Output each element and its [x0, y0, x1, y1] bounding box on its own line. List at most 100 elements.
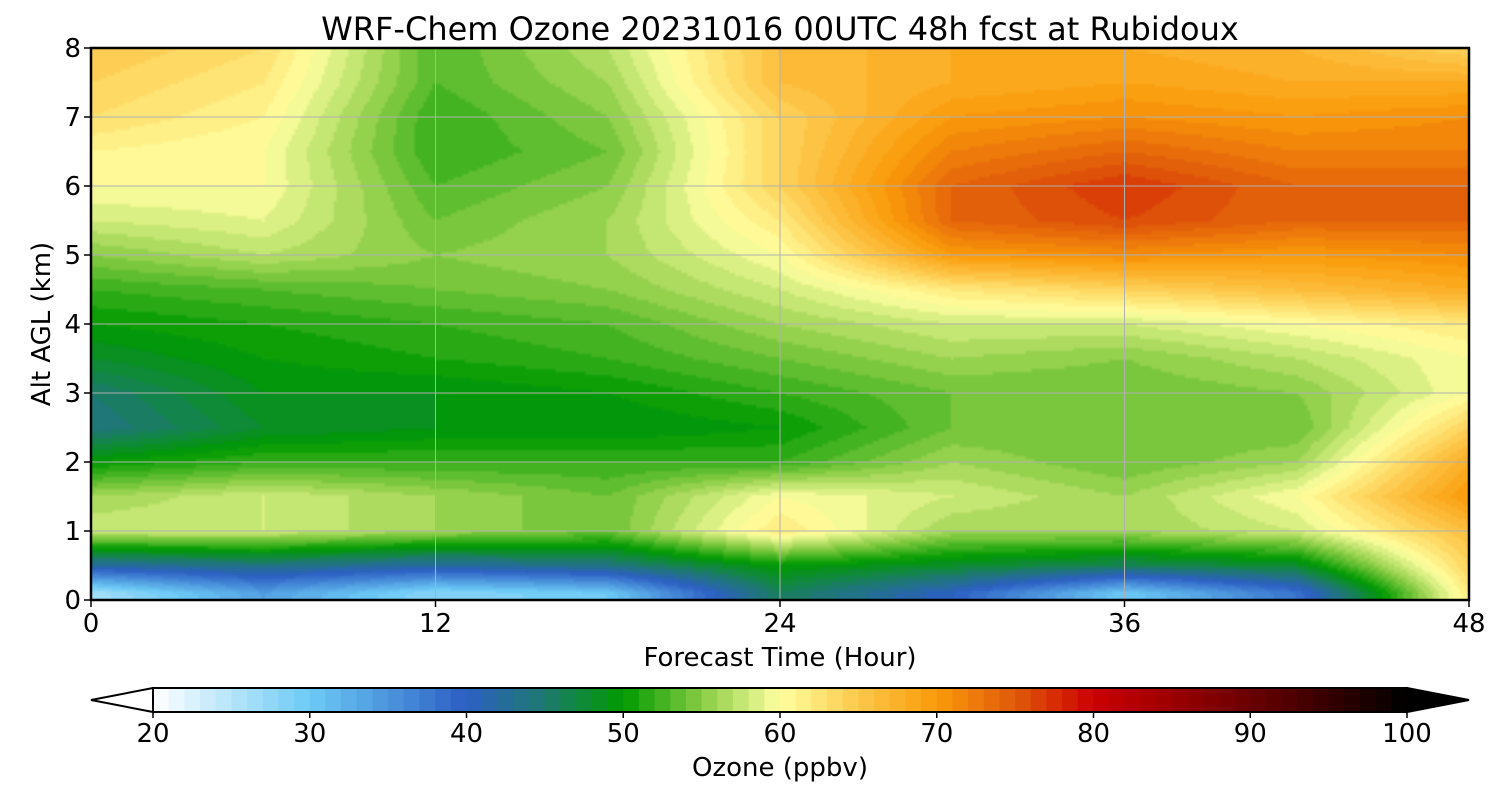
colorbar-cell [278, 688, 295, 712]
colorbar-cell [1015, 688, 1032, 712]
colorbar-cell [1359, 688, 1377, 712]
colorbar-cell [247, 688, 264, 712]
y-tick-label: 1 [64, 517, 81, 547]
colorbar-cell [607, 688, 624, 712]
colorbar-cell [262, 688, 279, 712]
colorbar-cell [889, 688, 906, 712]
colorbar-cell [497, 688, 515, 712]
y-axis: 0 1 2 3 4 5 6 7 8 [64, 34, 91, 616]
x-tick-label: 0 [83, 609, 100, 639]
colorbar-cell [968, 688, 985, 712]
colorbar-cell [341, 688, 358, 712]
colorbar-cell [1391, 688, 1408, 712]
colorbar-cell [1093, 688, 1110, 712]
x-axis: 0 12 24 36 48 [83, 600, 1486, 639]
colorbar-cell [670, 688, 687, 712]
colorbar-cell [591, 688, 609, 712]
colorbar-cell [1062, 688, 1079, 712]
colorbar-cell [1124, 688, 1142, 712]
colorbar-cell [513, 688, 530, 712]
colorbar-cell [435, 688, 452, 712]
colorbar-cell [560, 688, 577, 712]
colorbar-cell [874, 688, 891, 712]
y-tick-label: 0 [64, 586, 81, 616]
colorbar-cell [403, 688, 421, 712]
colorbar-cell [811, 688, 828, 712]
colorbar-cell [1156, 688, 1173, 712]
colorbar-cell [1171, 688, 1189, 712]
colorbar-tick-label: 90 [1234, 719, 1267, 749]
colorbar-cell [701, 688, 718, 712]
x-tick-label: 48 [1452, 609, 1485, 639]
colorbar-cell [1297, 688, 1314, 712]
colorbar-cell [717, 688, 734, 712]
colorbar-cell [356, 688, 374, 712]
colorbar-cell [466, 688, 483, 712]
colorbar-cell [842, 688, 859, 712]
colorbar-cell [1140, 688, 1157, 712]
colorbar-cell [1312, 688, 1330, 712]
grid-lines [91, 48, 1469, 600]
colorbar-cell [1344, 688, 1361, 712]
colorbar-cell [372, 688, 389, 712]
colorbar-cell [858, 688, 875, 712]
colorbar-cell [294, 688, 311, 712]
colorbar-cell [1203, 688, 1220, 712]
colorbar-cell [200, 688, 217, 712]
colorbar-cell [623, 688, 640, 712]
colorbar-cell [1328, 688, 1345, 712]
colorbar-cell [576, 688, 593, 712]
y-tick-label: 4 [64, 310, 81, 340]
colorbar-cell [419, 688, 436, 712]
colorbar-tick-label: 50 [607, 719, 640, 749]
y-tick-label: 6 [64, 172, 81, 202]
colorbar-tick-label: 20 [136, 719, 169, 749]
colorbar-label: Ozone (ppbv) [692, 753, 868, 783]
colorbar-cell [748, 688, 765, 712]
colorbar-cell [168, 688, 185, 712]
colorbar-cell [654, 688, 671, 712]
x-tick-label: 24 [763, 609, 796, 639]
colorbar-cell [936, 688, 954, 712]
colorbar-cell [309, 688, 327, 712]
x-tick-label: 36 [1108, 609, 1141, 639]
colorbar-cell [1250, 688, 1267, 712]
colorbar-cell [1187, 688, 1204, 712]
x-tick-label: 12 [419, 609, 452, 639]
colorbar-extend-max [1406, 686, 1470, 714]
colorbar-cell [544, 688, 562, 712]
chart-title: WRF-Chem Ozone 20231016 00UTC 48h fcst a… [321, 10, 1239, 48]
plot-area: 0 12 24 36 48 0 12 3 4 5 6 7 8 [64, 34, 1485, 639]
y-tick-label: 5 [64, 241, 81, 271]
colorbar-cell [388, 688, 405, 712]
colorbar-cell [999, 688, 1016, 712]
colorbar-tick-label: 80 [1077, 719, 1110, 749]
colorbar-cell [764, 688, 781, 712]
colorbar-cell [325, 688, 342, 712]
colorbar-cell [795, 688, 812, 712]
x-axis-label: Forecast Time (Hour) [643, 643, 916, 673]
colorbar: 20 30 40 50 60 70 80 90 100 [90, 686, 1470, 749]
colorbar-ticks: 20 30 40 50 60 70 80 90 100 [136, 712, 1432, 749]
y-tick-label: 7 [64, 103, 81, 133]
colorbar-cell [827, 688, 844, 712]
colorbar-cell [450, 688, 468, 712]
colorbar-cell [638, 688, 656, 712]
y-tick-label: 8 [64, 34, 81, 64]
colorbar-cell [905, 688, 922, 712]
colorbar-cell [685, 688, 703, 712]
colorbar-tick-label: 60 [763, 719, 796, 749]
colorbar-cell [921, 688, 938, 712]
colorbar-cell [482, 688, 499, 712]
colorbar-cell [952, 688, 969, 712]
colorbar-cell [1375, 688, 1392, 712]
y-tick-label: 3 [64, 379, 81, 409]
colorbar-tick-label: 100 [1382, 719, 1432, 749]
colorbar-cell [732, 688, 750, 712]
colorbar-tick-label: 40 [450, 719, 483, 749]
colorbar-cell [529, 688, 546, 712]
colorbar-cell [1234, 688, 1251, 712]
colorbar-cell [153, 688, 170, 712]
colorbar-cell [1281, 688, 1298, 712]
